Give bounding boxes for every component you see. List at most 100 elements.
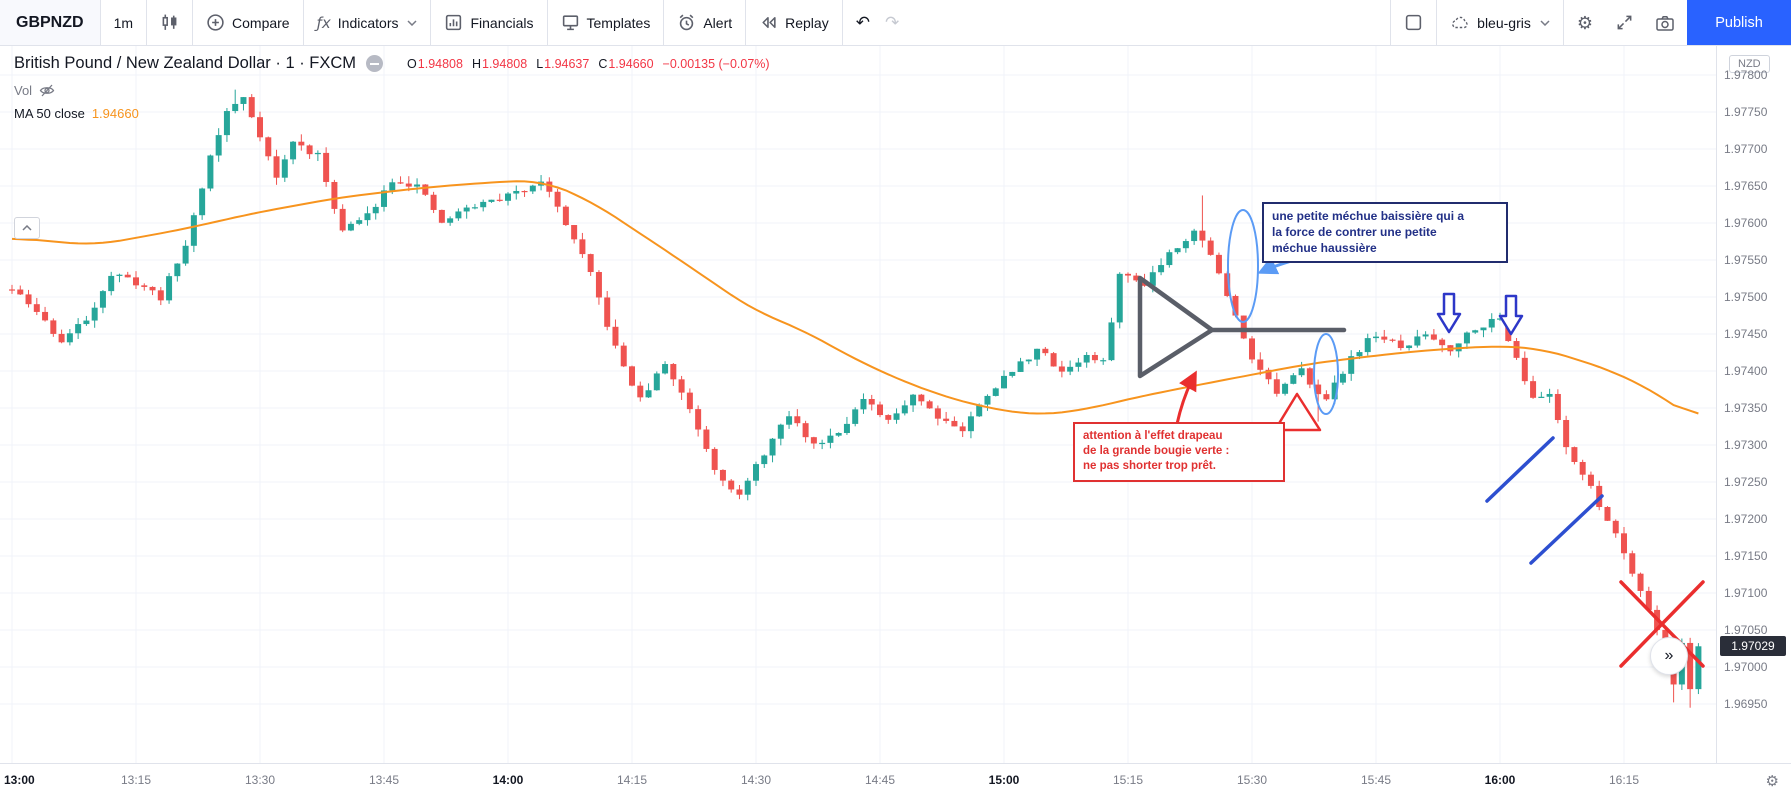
toolbar-separator	[146, 0, 148, 45]
chart-pane[interactable]	[0, 0, 1716, 763]
trend-line-2[interactable]	[1529, 494, 1604, 565]
candle-body	[1166, 252, 1173, 266]
candle-body	[1091, 354, 1098, 361]
candle-body	[1621, 533, 1628, 554]
legend-collapse-button[interactable]	[14, 217, 40, 239]
candle-body	[1414, 336, 1421, 346]
candle-body	[984, 395, 991, 405]
symbol-button[interactable]: GBPNZD	[0, 0, 100, 45]
time-axis-label: 15:30	[1236, 773, 1268, 787]
time-axis-label: 15:45	[1360, 773, 1392, 787]
fullscreen-button[interactable]	[1606, 0, 1643, 45]
replay-button[interactable]: Replay	[746, 0, 842, 45]
candle-body	[290, 141, 297, 160]
candle-body	[356, 220, 363, 224]
candle-body	[1530, 381, 1537, 398]
wick-highlight-ellipse-upper[interactable]	[1227, 209, 1259, 323]
candle-body	[860, 399, 867, 410]
candle-body	[488, 199, 495, 202]
trend-line-1[interactable]	[1485, 436, 1555, 503]
candle-body	[802, 423, 809, 438]
eye-off-icon[interactable]	[39, 84, 55, 97]
time-axis-label: 13:30	[244, 773, 276, 787]
candle-body	[810, 437, 817, 444]
redo-button[interactable]: ↷	[883, 0, 912, 45]
candle-body	[339, 208, 346, 231]
interval-button[interactable]: 1m	[101, 0, 146, 45]
time-axis-label: 13:00	[4, 773, 35, 787]
candle-body	[910, 394, 917, 406]
candle-body	[199, 188, 206, 216]
candle-body	[372, 206, 379, 214]
replay-label: Replay	[785, 14, 829, 31]
candle-body	[513, 190, 520, 194]
time-axis-settings-icon[interactable]: ⚙	[1765, 773, 1779, 790]
candle-body	[620, 345, 627, 367]
candle-body	[240, 97, 247, 104]
financials-button[interactable]: Financials	[431, 0, 546, 45]
alert-button[interactable]: Alert	[664, 0, 745, 45]
time-axis[interactable]: 13:00 13:15 13:30 13:45 14:00 14:15 14:30 14:45…	[0, 763, 1791, 799]
candle-body	[364, 213, 371, 221]
blue-note-box[interactable]: une petite méchue baissière qui a la for…	[1262, 202, 1508, 264]
price-axis-label: 1.97050	[1724, 623, 1768, 637]
candle-body	[1034, 348, 1041, 360]
candle-body	[116, 274, 123, 276]
candle-body	[1207, 240, 1214, 255]
legend-main-row[interactable]: British Pound / New Zealand Dollar · 1 ·…	[14, 54, 770, 73]
saved-layout-button[interactable]: bleu-gris	[1437, 0, 1563, 45]
candle-body	[174, 263, 181, 277]
volume-legend-row[interactable]: Vol	[14, 83, 770, 98]
candle-body	[1158, 265, 1165, 273]
ma-legend-row[interactable]: MA 50 close 1.94660	[14, 106, 770, 121]
candle-body	[1265, 369, 1272, 380]
red-note-box[interactable]: attention à l'effet drapeau de la grande…	[1073, 422, 1285, 482]
down-block-arrow-2[interactable]	[1498, 294, 1524, 336]
layout-select-button[interactable]	[1391, 0, 1436, 45]
redo-icon: ↷	[884, 13, 900, 32]
red-cross-line-2[interactable]	[1619, 580, 1705, 668]
candle-body	[670, 364, 677, 380]
legend-more-icon[interactable]	[366, 55, 384, 72]
candle-body	[455, 211, 462, 219]
candle-body	[1645, 590, 1652, 610]
toolbar-separator	[663, 0, 665, 45]
templates-button[interactable]: Templates	[548, 0, 664, 45]
candle-body	[587, 254, 594, 273]
settings-button[interactable]: ⚙	[1564, 0, 1606, 45]
price-axis[interactable]: NZD 1.97800 1.97750 1.97700 1.97650 1.97600 1…	[1716, 45, 1791, 763]
candle-body	[405, 183, 412, 187]
pennant-triangle-drawing[interactable]	[1137, 275, 1215, 379]
candle-body	[1306, 368, 1313, 385]
publish-button[interactable]: Publish	[1687, 0, 1791, 45]
candle-body	[298, 141, 305, 146]
wick-highlight-ellipse-lower[interactable]	[1313, 333, 1339, 415]
candle-body	[852, 409, 859, 424]
candle-body	[463, 207, 470, 212]
undo-icon: ↶	[855, 13, 870, 32]
candle-body	[1513, 341, 1520, 358]
candle-body	[1191, 230, 1198, 242]
indicators-button[interactable]: ƒx Indicators	[304, 0, 431, 45]
screenshot-button[interactable]	[1643, 0, 1687, 45]
red-note-line: ne pas shorter trop prêt.	[1083, 460, 1216, 473]
red-note-arrow[interactable]	[1175, 370, 1197, 425]
candle-body	[1587, 474, 1594, 486]
compare-button[interactable]: Compare	[193, 0, 303, 45]
down-block-arrow-1[interactable]	[1436, 292, 1462, 334]
toolbar-separator	[546, 0, 548, 45]
candle-body	[1290, 375, 1297, 384]
undo-button[interactable]: ↶	[843, 0, 883, 45]
candle-body	[91, 307, 98, 321]
layout-name-label: bleu-gris	[1477, 14, 1531, 31]
candle-body	[753, 464, 760, 481]
candle-body	[1406, 345, 1413, 349]
top-toolbar: GBPNZD 1m Compare ƒx Indicators	[0, 0, 1791, 46]
currency-badge: NZD	[1729, 55, 1770, 73]
chart-style-button[interactable]	[147, 0, 192, 45]
candle-body	[133, 277, 140, 286]
red-triangle-marker[interactable]	[1273, 392, 1322, 432]
scroll-to-recent-button[interactable]: »	[1650, 637, 1688, 675]
double-chevron-right-icon: »	[1664, 647, 1674, 664]
